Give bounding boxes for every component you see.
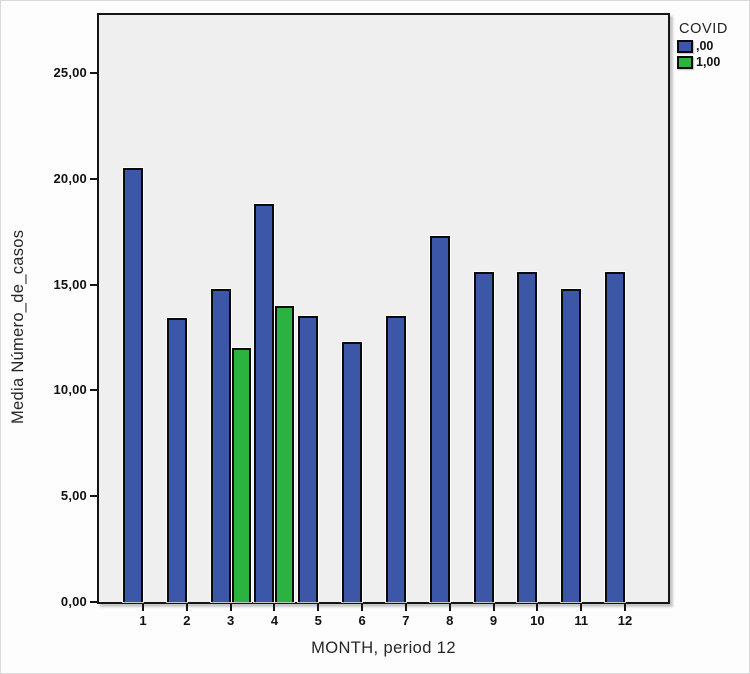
x-tick-label: 9	[489, 613, 498, 628]
x-tick-label: 1	[139, 613, 147, 628]
x-tick-mark	[492, 604, 495, 611]
x-tick-label: 3	[227, 613, 235, 628]
x-tick-label: 12	[617, 613, 633, 628]
x-tick-label: 4	[270, 613, 279, 628]
x-tick-mark	[536, 604, 539, 611]
x-tick-mark	[142, 604, 144, 611]
x-tick-mark	[273, 604, 276, 611]
x-axis-title: MONTH, period 12	[311, 639, 456, 657]
y-tick-mark	[90, 72, 97, 74]
bar-month-1-covid-0	[123, 168, 143, 602]
bar-month-12-covid-0	[605, 272, 626, 602]
legend-entry-label: 1,00	[696, 55, 721, 69]
bar-month-4-covid-0	[254, 204, 275, 602]
y-tick-label: 5,00	[60, 488, 87, 504]
y-tick-label: 10,00	[53, 382, 87, 398]
legend-entry-covid-0: ,00	[677, 39, 749, 53]
x-tick-mark	[580, 604, 583, 611]
y-tick-label: 25,00	[53, 65, 87, 80]
x-tick-label: 2	[183, 613, 191, 628]
x-tick-label: 7	[402, 613, 410, 628]
bar-month-3-covid-1	[231, 348, 251, 602]
x-tick-label: 5	[314, 613, 322, 628]
legend-entry-label: ,00	[696, 39, 714, 53]
x-tick-mark	[404, 604, 407, 611]
x-tick-mark	[229, 604, 232, 611]
legend: COVID ,00 1,00	[677, 21, 749, 69]
bar-month-7-covid-0	[385, 316, 406, 602]
y-tick-label: 0,00	[60, 594, 87, 609]
x-tick-mark	[624, 604, 627, 611]
y-tick-label: 20,00	[53, 170, 87, 186]
bar-month-2-covid-0	[166, 318, 187, 602]
y-tick-mark	[90, 177, 97, 180]
bar-month-4-covid-1	[275, 306, 295, 602]
x-tick-label: 11	[574, 613, 589, 628]
x-tick-label: 10	[530, 613, 545, 628]
legend-swatch-green	[677, 55, 693, 69]
legend-title: COVID	[679, 21, 728, 37]
x-tick-label: 8	[446, 613, 454, 628]
bar-month-3-covid-0	[210, 289, 231, 602]
x-tick-mark	[448, 604, 451, 611]
x-tick-mark	[185, 604, 188, 611]
legend-swatch-blue	[677, 39, 693, 53]
y-tick-mark	[90, 389, 97, 392]
y-axis-title: Media Número_de_casos	[9, 229, 27, 425]
bar-month-8-covid-0	[429, 236, 450, 602]
bar-month-10-covid-0	[517, 272, 538, 602]
y-tick-mark	[90, 601, 97, 603]
x-tick-label: 6	[358, 613, 366, 628]
bar-month-6-covid-0	[342, 342, 363, 602]
y-tick-label: 15,00	[53, 276, 87, 292]
x-tick-mark	[317, 604, 320, 611]
plot-area	[97, 13, 670, 604]
legend-entry-covid-1: 1,00	[677, 55, 749, 69]
bar-month-11-covid-0	[561, 289, 582, 602]
y-tick-mark	[90, 495, 97, 498]
bar-month-9-covid-0	[473, 272, 494, 602]
bar-month-5-covid-0	[298, 316, 319, 602]
y-tick-mark	[90, 283, 97, 286]
x-tick-mark	[361, 604, 364, 611]
